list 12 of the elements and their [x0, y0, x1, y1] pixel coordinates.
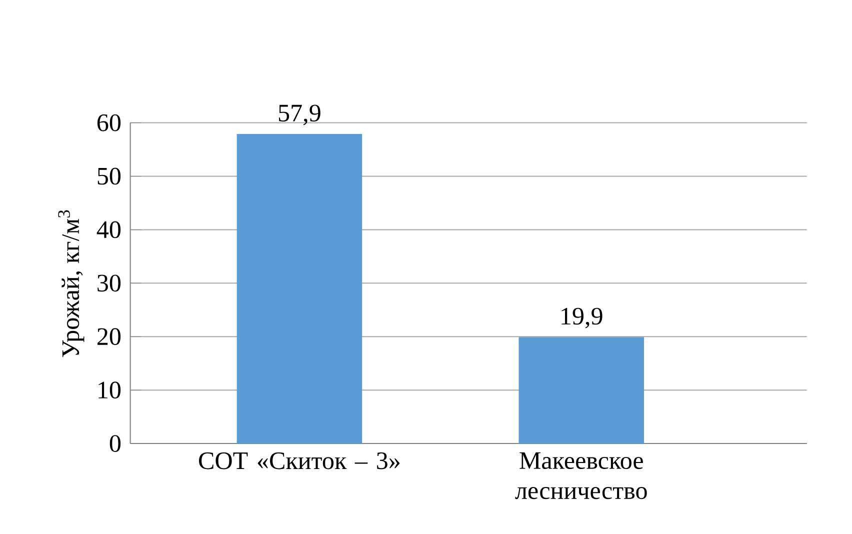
x-tick-label: СОТ «Скиток – 3» — [199, 452, 400, 470]
y-tick-label: 60 — [97, 114, 121, 132]
data-label: 19,9 — [562, 308, 602, 328]
data-label: 57,9 — [278, 104, 320, 126]
y-tick-label: 50 — [98, 168, 121, 185]
x-tick-label: Макеевское лесничество — [515, 452, 647, 500]
y-tick-label: 0 — [110, 435, 121, 452]
y-axis-title: Урожай, кг/м$^{3}$ — [58, 210, 84, 358]
y-tick-label: 20 — [98, 328, 121, 346]
y-tick-label: 30 — [98, 274, 121, 292]
y-tick-label: 40 — [96, 221, 121, 238]
y-tick-label: 10 — [98, 382, 121, 399]
